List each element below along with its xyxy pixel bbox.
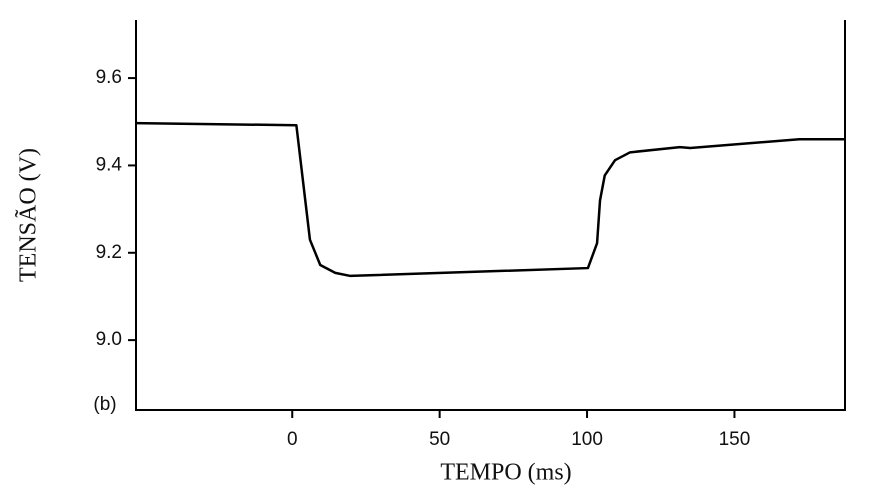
x-tick-label: 50 xyxy=(429,429,450,450)
y-tick-label: 9.4 xyxy=(96,154,123,175)
x-tick-label: 150 xyxy=(719,429,751,450)
x-tick-label: 100 xyxy=(571,429,603,450)
y-tick-label: 9.6 xyxy=(96,67,122,88)
y-tick-label: 9.0 xyxy=(96,329,122,350)
annotation: (b) xyxy=(93,394,116,415)
x-tick-label: 0 xyxy=(287,429,298,450)
y-tick-label: 9.2 xyxy=(96,242,122,263)
data-line xyxy=(135,121,845,278)
x-axis-label: TEMPO (ms) xyxy=(440,460,571,486)
y-axis-label: TENSÃO (V) xyxy=(16,148,42,282)
